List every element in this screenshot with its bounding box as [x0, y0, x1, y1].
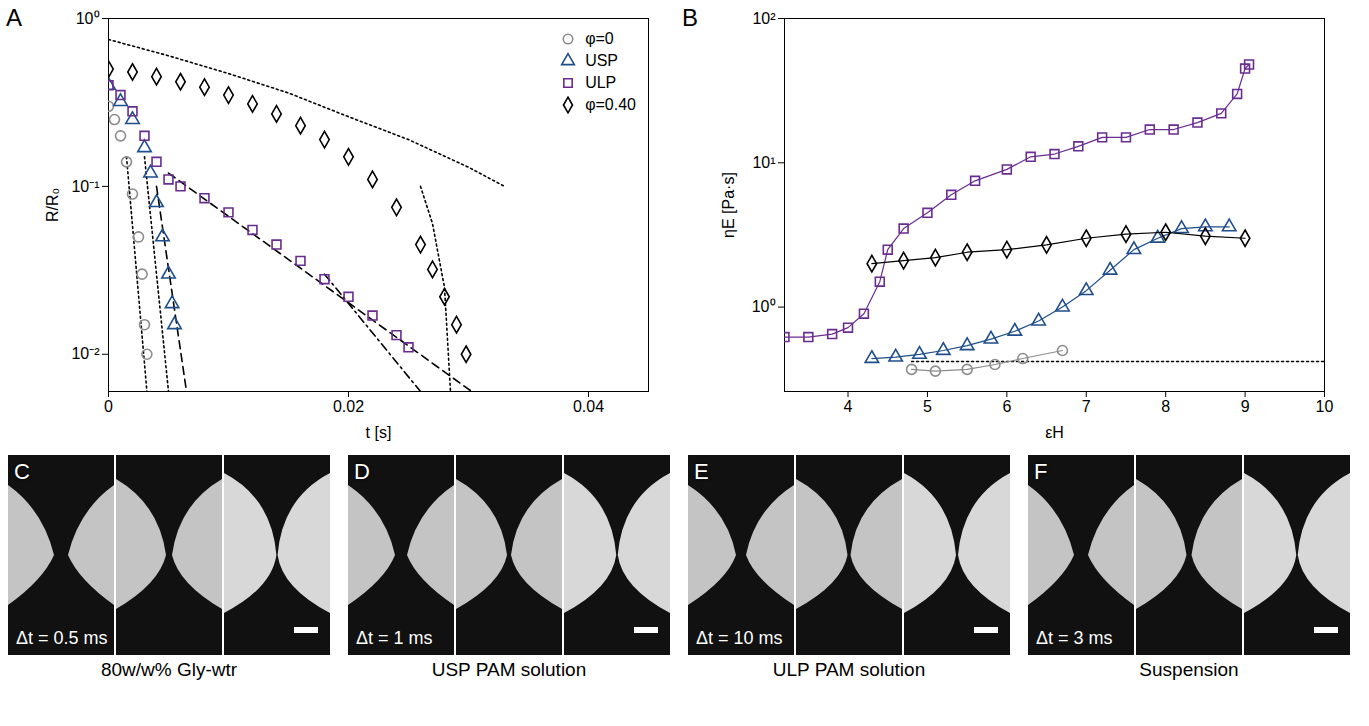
svg-text:0: 0: [104, 398, 113, 415]
svg-text:9: 9: [1241, 398, 1250, 415]
svg-text:7: 7: [1082, 398, 1091, 415]
html-text:φ=0: φ=0: [585, 30, 614, 47]
svg-text:8: 8: [1161, 398, 1170, 415]
svg-text:10¹: 10¹: [752, 154, 775, 171]
svg-text:R/R₀: R/R₀: [44, 188, 61, 222]
html-text:Δt = 3 ms: Δt = 3 ms: [1036, 628, 1113, 648]
html-text:Δt = 10 ms: Δt = 10 ms: [696, 628, 783, 648]
html-text:ULP PAM solution: ULP PAM solution: [772, 659, 926, 680]
svg-text:10: 10: [1316, 398, 1334, 415]
svg-text:6: 6: [1002, 398, 1011, 415]
html-text:USP PAM solution: USP PAM solution: [431, 659, 587, 680]
html-text:C: C: [14, 459, 30, 484]
html-text:Suspension: Suspension: [1139, 659, 1239, 680]
svg-text:ηE [Pa·s]: ηE [Pa·s]: [720, 172, 737, 238]
html-text:ULP: ULP: [585, 74, 617, 91]
svg-text:0.04: 0.04: [573, 398, 604, 415]
html-text:F: F: [1034, 459, 1048, 484]
html-text:Δt = 1 ms: Δt = 1 ms: [356, 628, 433, 648]
svg-text:0.02: 0.02: [333, 398, 364, 415]
svg-text:10⁻²: 10⁻²: [71, 345, 100, 362]
svg-text:10⁰: 10⁰: [752, 298, 776, 315]
svg-text:t [s]: t [s]: [366, 424, 392, 441]
html-text:A: A: [6, 4, 22, 31]
svg-text:4: 4: [844, 398, 853, 415]
svg-text:10²: 10²: [752, 10, 776, 27]
svg-text:εH: εH: [1045, 424, 1064, 441]
svg-text:10⁰: 10⁰: [76, 10, 100, 27]
svg-text:5: 5: [923, 398, 932, 415]
html-text:φ=0.40: φ=0.40: [585, 96, 636, 113]
html-text:B: B: [682, 4, 698, 31]
html-text:E: E: [694, 459, 709, 484]
svg-text:10⁻¹: 10⁻¹: [71, 177, 99, 194]
html-text:80w/w% Gly-wtr: 80w/w% Gly-wtr: [100, 659, 238, 680]
html-text:Δt = 0.5 ms: Δt = 0.5 ms: [16, 628, 108, 648]
html-text:D: D: [354, 459, 370, 484]
html-text:USP: USP: [585, 52, 618, 69]
